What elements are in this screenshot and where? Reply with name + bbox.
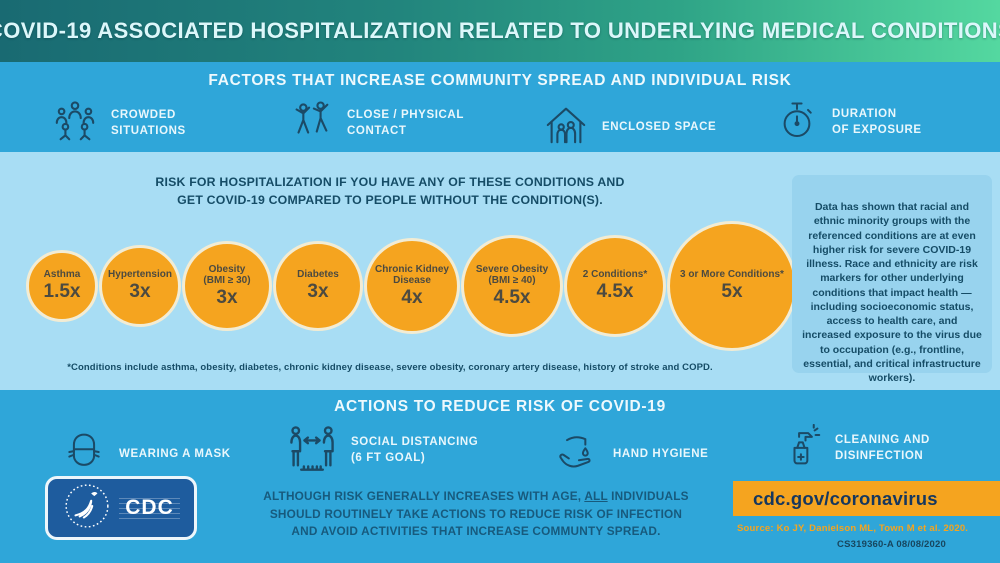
risk-circle-obesity: Obesity (BMI ≥ 30) 3x [182, 241, 272, 331]
document-id: CS319360-A 08/08/2020 [837, 539, 946, 550]
condition-name: Asthma [43, 269, 81, 281]
factor-enclosed-space: ENCLOSED SPACE [543, 102, 716, 153]
factor-close-contact: CLOSE / PHYSICAL CONTACT [288, 98, 464, 149]
risk-multiplier: 3x [129, 281, 151, 303]
risk-circle-asthma: Asthma 1.5x [26, 250, 98, 322]
mask-icon [62, 430, 106, 479]
factor-label: DURATION OF EXPOSURE [832, 107, 922, 136]
action-social-distancing: SOCIAL DISTANCING (6 FT GOAL) [286, 422, 478, 479]
condition-name: Obesity [208, 263, 246, 275]
risk-multiplier: 4.5x [596, 281, 634, 303]
action-wearing-a-mask: WEARING A MASK [62, 430, 231, 479]
action-label: CLEANING AND DISINFECTION [835, 433, 930, 462]
condition-detail: (BMI ≥ 40) [488, 274, 536, 286]
age-risk-note-line3: AND AVOID ACTIVITIES THAT INCREASE COMMU… [291, 524, 661, 539]
cdc-url-banner[interactable]: cdc.gov/coronavirus [733, 481, 1000, 516]
risk-circle-chronic-kidney-disease: Chronic Kidney Disease 4x [364, 238, 460, 334]
hand-hygiene-icon [556, 430, 600, 479]
cdc-logo-text: CDC [119, 494, 180, 522]
risk-multiplier: 4.5x [493, 287, 531, 309]
condition-name: Chronic Kidney Disease [375, 263, 449, 286]
hhs-eagle-icon [62, 481, 112, 536]
risk-circle-2-conditions: 2 Conditions* 4.5x [564, 235, 666, 337]
factors-heading: FACTORS THAT INCREASE COMMUNITY SPREAD A… [208, 72, 792, 89]
risk-circle-3-or-more-conditions: 3 or More Conditions* 5x [667, 221, 797, 351]
actions-section: ACTIONS TO REDUCE RISK OF COVID-19 WEARI… [0, 390, 1000, 563]
note-text: INDIVIDUALS [607, 489, 689, 503]
note-underlined-text: ALL [584, 489, 608, 503]
factor-label: CLOSE / PHYSICAL CONTACT [347, 108, 464, 137]
enclosed-space-icon [543, 102, 589, 153]
factor-label: CROWDED SITUATIONS [111, 108, 186, 137]
condition-name: Diabetes [297, 269, 339, 281]
risk-circle-diabetes: Diabetes 3x [273, 241, 363, 331]
condition-name: Hypertension [108, 269, 172, 281]
condition-name: 2 Conditions* [582, 269, 648, 281]
source-citation: Source: Ko JY, Danielson ML, Town M et a… [737, 523, 969, 534]
age-risk-note-line1: ALTHOUGH RISK GENERALLY INCREASES WITH A… [212, 488, 740, 506]
risk-multiplier: 3x [307, 281, 329, 303]
risk-circle-severe-obesity: Severe Obesity (BMI ≥ 40) 4.5x [461, 235, 563, 337]
risk-heading-line1: RISK FOR HOSPITALIZATION IF YOU HAVE ANY… [155, 175, 625, 189]
equity-note-box: Data has shown that racial and ethnic mi… [792, 175, 992, 384]
factor-crowded-situations: CROWDED SITUATIONS [52, 98, 186, 149]
action-hand-hygiene: HAND HYGIENE [556, 430, 708, 479]
note-text: ALTHOUGH RISK GENERALLY INCREASES WITH A… [263, 489, 585, 503]
risk-section: RISK FOR HOSPITALIZATION IF YOU HAVE ANY… [0, 152, 1000, 390]
factors-section: FACTORS THAT INCREASE COMMUNITY SPREAD A… [0, 62, 1000, 152]
conditions-footnote: *Conditions include asthma, obesity, dia… [67, 362, 713, 373]
risk-heading: RISK FOR HOSPITALIZATION IF YOU HAVE ANY… [0, 174, 780, 210]
age-risk-note-line2: SHOULD ROUTINELY TAKE ACTIONS TO REDUCE … [269, 506, 683, 521]
close-contact-icon [288, 98, 334, 149]
actions-heading: ACTIONS TO REDUCE RISK OF COVID-19 [334, 398, 666, 415]
risk-multiplier: 1.5x [43, 281, 81, 303]
page-title: COVID-19 ASSOCIATED HOSPITALIZATION RELA… [0, 18, 1000, 43]
risk-heading-line2: GET COVID-19 COMPARED TO PEOPLE WITHOUT … [177, 192, 603, 207]
factor-label: ENCLOSED SPACE [602, 120, 717, 133]
condition-detail: (BMI ≥ 30) [203, 274, 251, 286]
risk-multiplier: 4x [401, 287, 423, 309]
stopwatch-icon [775, 98, 819, 147]
social-distancing-icon [286, 422, 338, 479]
equity-note-text: Data has shown that racial and ethnic mi… [802, 201, 982, 385]
risk-multiplier: 3x [216, 287, 238, 309]
condition-name: 3 or More Conditions* [680, 269, 784, 281]
spray-bottle-icon [778, 423, 822, 473]
crowded-people-icon [52, 98, 98, 149]
risk-multiplier: 5x [721, 281, 743, 303]
action-label: WEARING A MASK [119, 447, 231, 460]
risk-circle-hypertension: Hypertension 3x [99, 245, 181, 327]
age-risk-note: ALTHOUGH RISK GENERALLY INCREASES WITH A… [212, 488, 740, 541]
title-band: COVID-19 ASSOCIATED HOSPITALIZATION RELA… [0, 0, 1000, 62]
condition-name: Severe Obesity [475, 263, 549, 275]
risk-circles: Asthma 1.5x Hypertension 3x Obesity (BMI… [26, 220, 797, 352]
cdc-logo: CDC [45, 476, 197, 540]
factor-duration-of-exposure: DURATION OF EXPOSURE [775, 98, 922, 147]
action-cleaning-disinfection: CLEANING AND DISINFECTION [778, 423, 930, 473]
action-label: SOCIAL DISTANCING (6 FT GOAL) [351, 435, 479, 464]
action-label: HAND HYGIENE [613, 447, 709, 460]
